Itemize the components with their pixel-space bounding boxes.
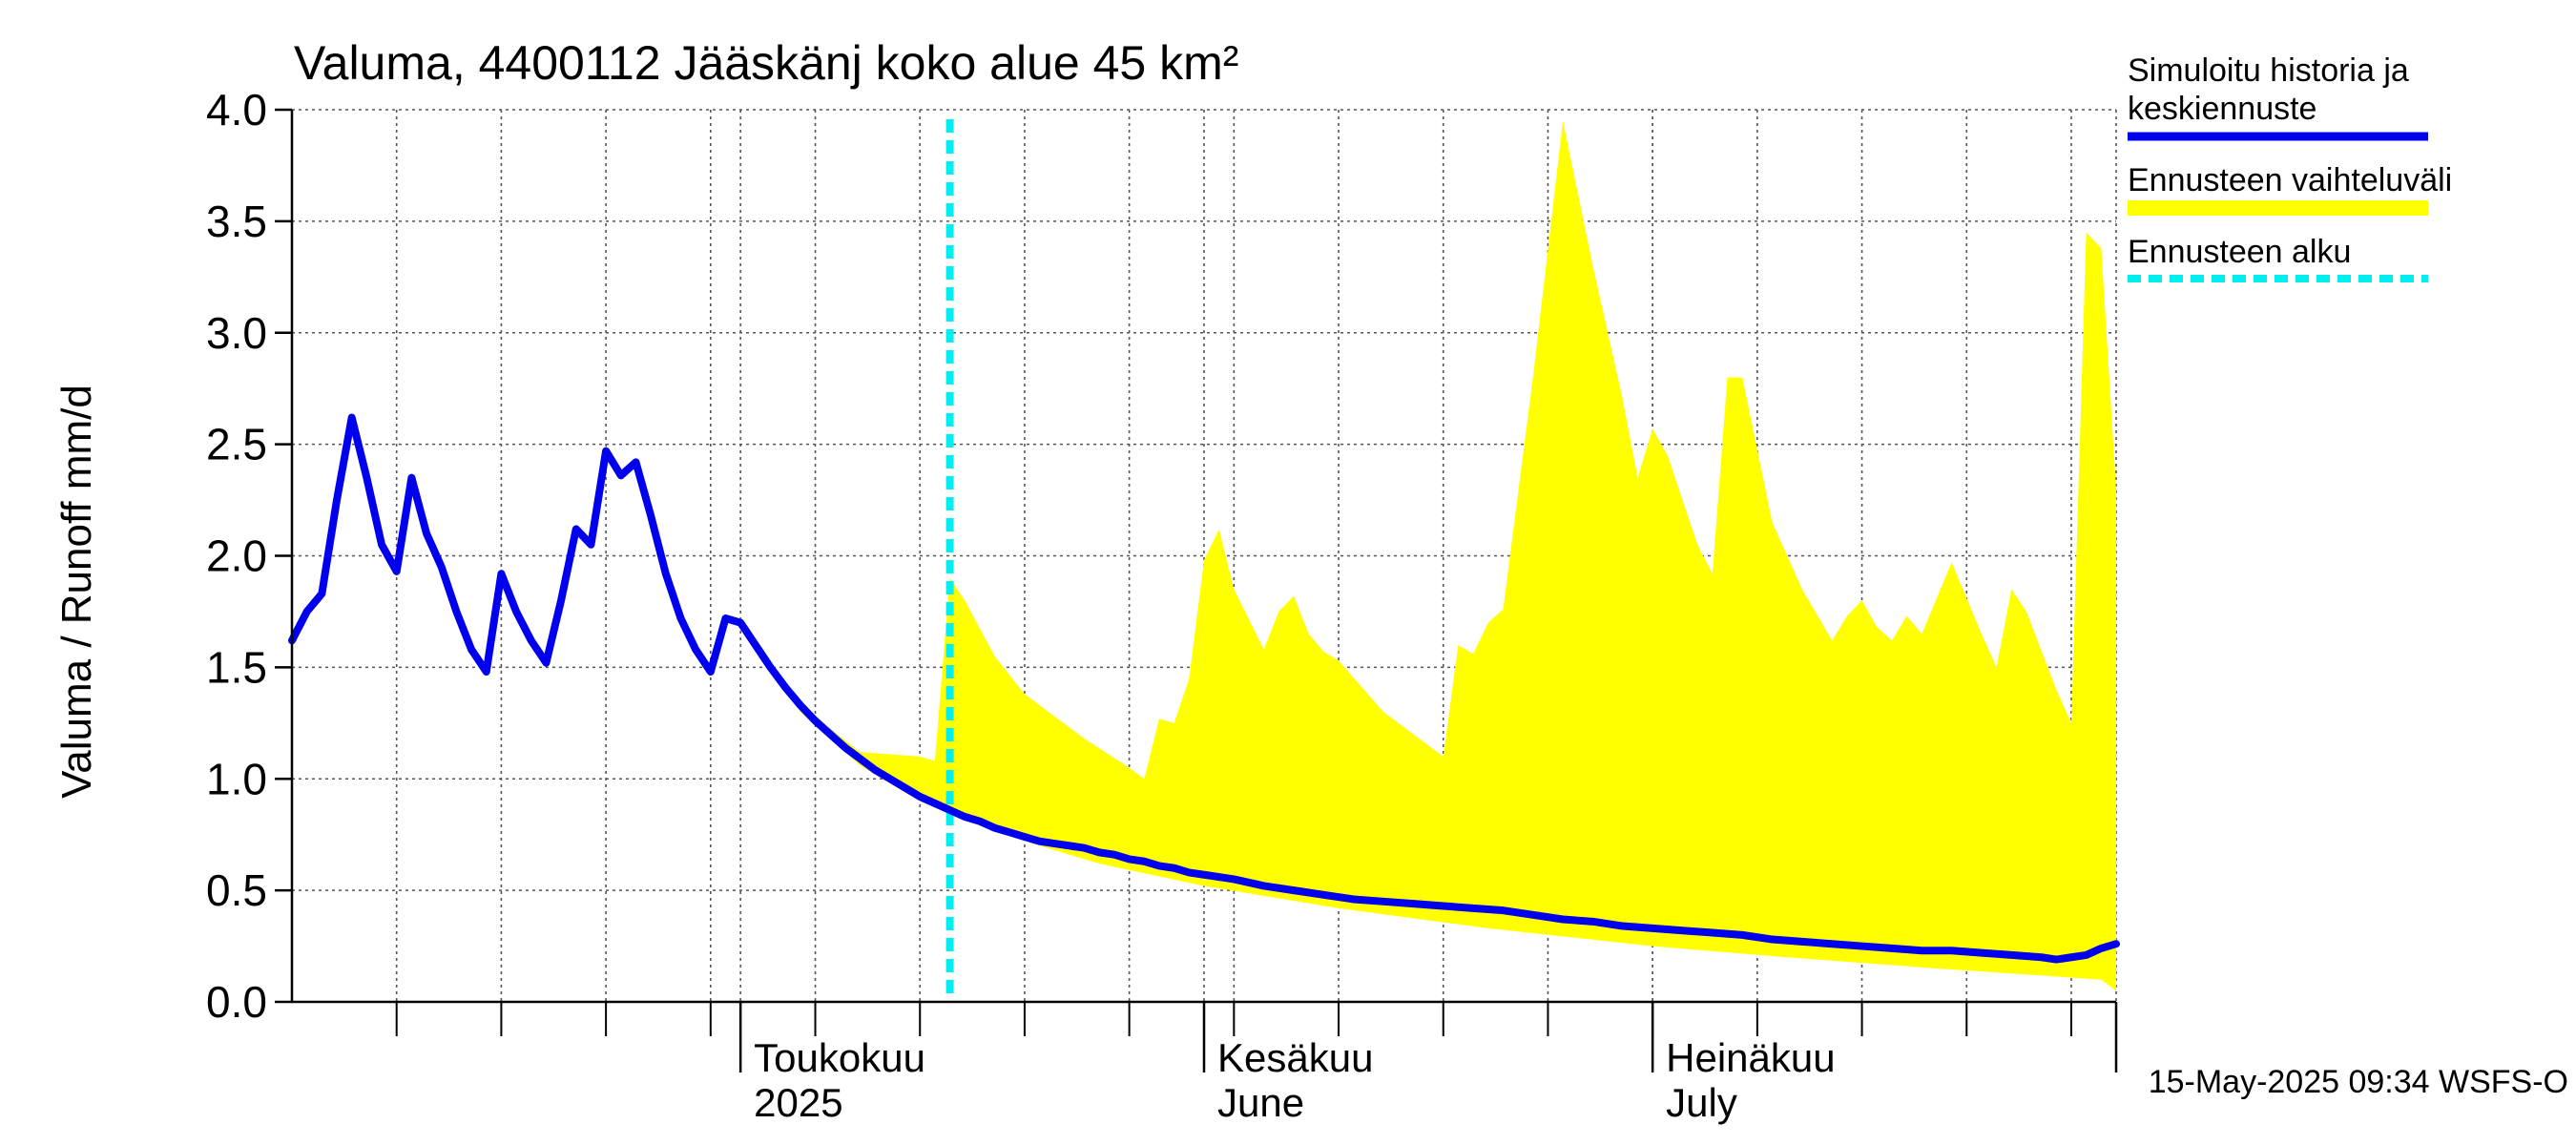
chart-title: Valuma, 4400112 Jääskänj koko alue 45 km…: [294, 36, 1238, 90]
y-tick-label: 0.5: [206, 865, 267, 915]
month-label: Toukokuu: [754, 1035, 925, 1080]
forecast-band-layer: [740, 120, 2116, 991]
simulated-runoff-line: [288, 413, 2120, 964]
timestamp-label: 15-May-2025 09:34 WSFS-O: [2149, 1064, 2568, 1100]
month-label: Kesäkuu: [1217, 1035, 1373, 1080]
y-tick-label: 1.5: [206, 642, 267, 692]
month-sublabel: 2025: [754, 1080, 842, 1125]
legend-label-simulated: Simuloitu historia ja: [2128, 52, 2409, 89]
month-sublabel: June: [1217, 1080, 1304, 1125]
y-tick-label: 2.5: [206, 420, 267, 469]
month-sublabel: July: [1666, 1080, 1737, 1125]
forecast-range-band: [740, 120, 2116, 991]
y-tick-label: 1.0: [206, 754, 267, 803]
legend-label-forecast-start: Ennusteen alku: [2128, 234, 2351, 270]
y-tick-label: 4.0: [206, 85, 267, 135]
y-tick-label: 3.0: [206, 308, 267, 358]
month-label: Heinäkuu: [1666, 1035, 1835, 1080]
y-axis-label: Valuma / Runoff mm/d: [53, 385, 100, 799]
legend-label-simulated: keskiennuste: [2128, 91, 2316, 127]
series-layer: [288, 119, 2120, 1002]
y-tick-label: 3.5: [206, 197, 267, 246]
legend-swatch-range: [2128, 200, 2428, 216]
y-tick-label: 0.0: [206, 977, 267, 1027]
legend-label-range: Ennusteen vaihteluväli: [2128, 162, 2452, 198]
y-tick-label: 2.0: [206, 531, 267, 581]
